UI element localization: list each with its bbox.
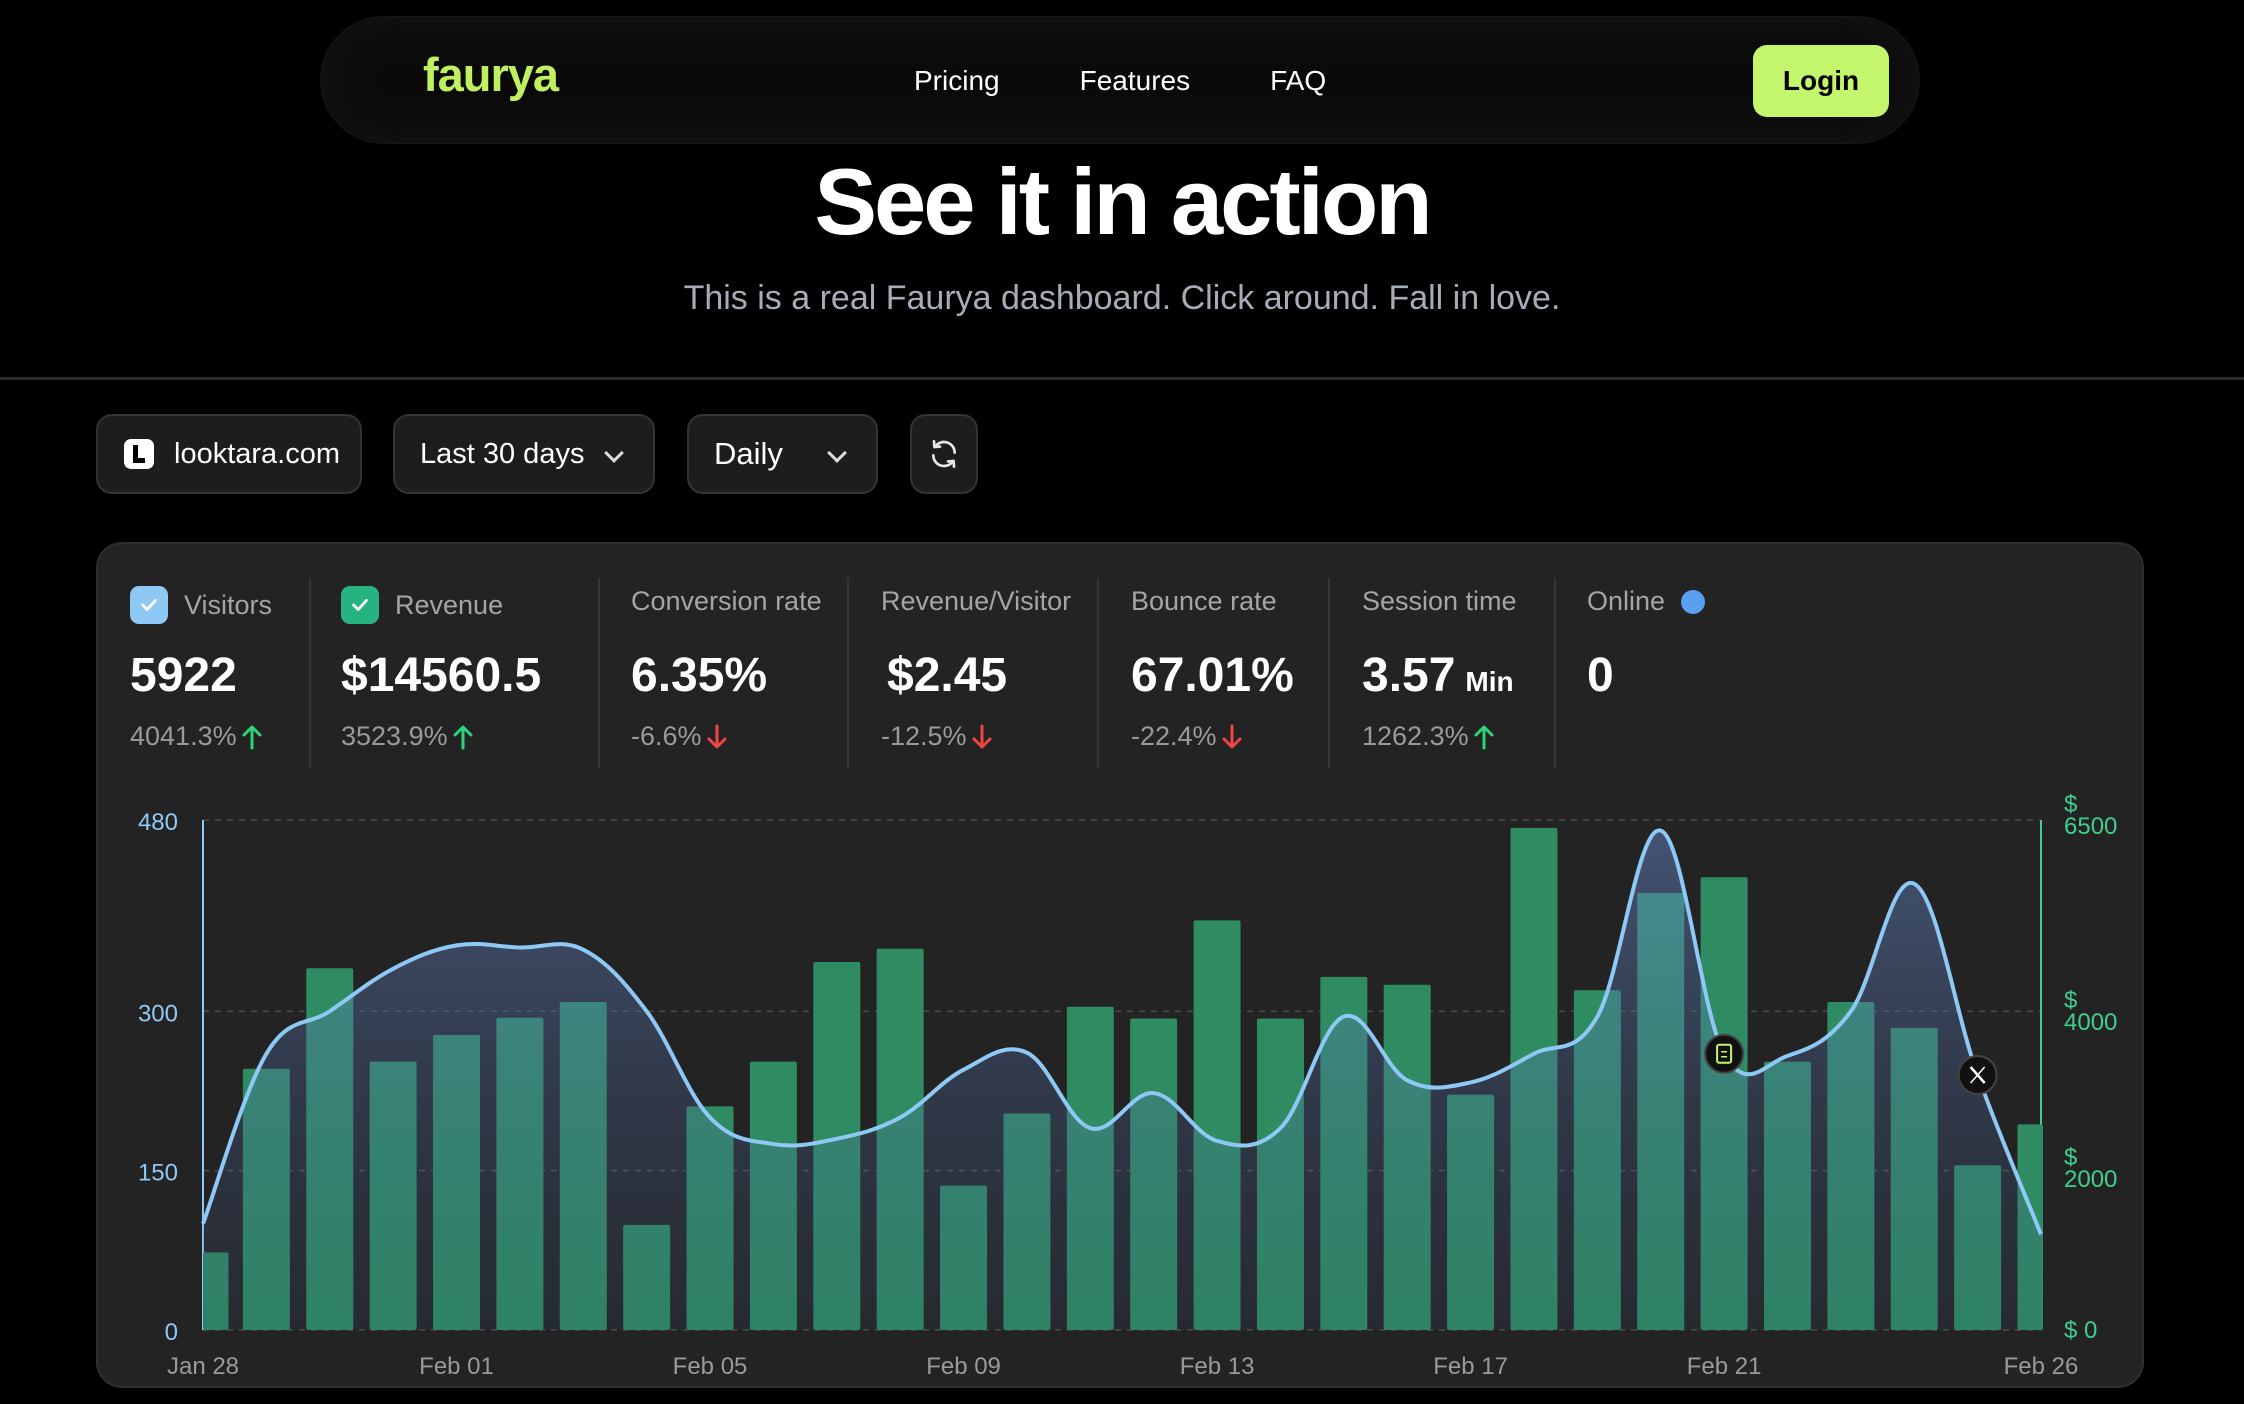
faurya-logo[interactable]: faurya: [423, 48, 559, 101]
rpv-change-value: -12.5%: [881, 721, 967, 751]
visitors-value: 5922: [130, 649, 237, 702]
section-divider: [0, 377, 2244, 380]
x-tick-label: Feb 09: [926, 1353, 1001, 1380]
granularity-dropdown[interactable]: Daily: [687, 414, 878, 494]
x-tick-label: Feb 21: [1687, 1353, 1762, 1380]
x-tick-label: Feb 13: [1180, 1353, 1255, 1380]
bounce-value: 67.01%: [1131, 649, 1294, 702]
session-label: Session time: [1362, 586, 1517, 616]
metric-bounce-rate[interactable]: Bounce rate 67.01% -22.4%: [1131, 544, 1331, 764]
x-tick-label: Jan 28: [167, 1353, 239, 1380]
date-range-value: Last 30 days: [420, 437, 585, 470]
nav-link-faq[interactable]: FAQ: [1270, 65, 1327, 96]
document-icon: [1716, 1043, 1733, 1064]
revenue-change: 3523.9%: [341, 721, 474, 752]
y-tick-left: 0: [165, 1319, 178, 1346]
metric-separator: [598, 578, 600, 768]
visitors-change: 4041.3%: [130, 721, 263, 752]
visitors-revenue-chart[interactable]: 480 300 150 0 $ 6500 $ 4000 $ 2000 $ 0 Jan 28 Feb 01…: [98, 544, 2146, 1390]
x-tick-label: Feb 17: [1433, 1353, 1508, 1380]
x-tick-label: Feb 01: [419, 1353, 494, 1380]
check-icon: [352, 599, 368, 611]
online-status-dot: [1681, 589, 1706, 614]
site-favicon-icon: [124, 439, 154, 469]
revenue-value: $14560.5: [341, 649, 542, 702]
session-value-number: 3.57: [1362, 649, 1456, 702]
revenue-label: Revenue: [395, 589, 504, 620]
date-range-dropdown[interactable]: Last 30 days: [393, 414, 655, 494]
metric-separator: [1554, 578, 1556, 768]
bounce-change-value: -22.4%: [1131, 721, 1217, 751]
visitors-checkbox[interactable]: [130, 586, 168, 624]
x-logo-icon: [1970, 1066, 1986, 1084]
arrow-up-icon: [242, 725, 262, 749]
y-tick-right: $4000: [2064, 987, 2117, 1036]
document-icon-marker: [1704, 1033, 1745, 1074]
nav-link-features[interactable]: Features: [1079, 65, 1191, 96]
chevron-down-icon: [827, 443, 847, 463]
conversion-value: 6.35%: [631, 649, 768, 702]
metric-session-time[interactable]: Session time 3.57 Min 1262.3%: [1362, 544, 1562, 764]
refresh-icon: [932, 440, 956, 468]
session-change: 1262.3%: [1362, 721, 1495, 752]
nav-links: Pricing Features FAQ: [914, 17, 1326, 145]
site-selector[interactable]: looktara.com: [96, 414, 362, 494]
revenue-checkbox[interactable]: [341, 586, 379, 624]
y-tick-right: $2000: [2064, 1144, 2117, 1193]
metric-revenue[interactable]: Revenue $14560.5 3523.9%: [341, 544, 561, 764]
rpv-value: $2.45: [887, 649, 1008, 702]
nav-link-pricing[interactable]: Pricing: [914, 65, 1000, 96]
metric-revenue-per-visitor[interactable]: Revenue/Visitor $2.45 -12.5%: [881, 544, 1081, 764]
x-tick-label: Feb 05: [673, 1353, 748, 1380]
metric-visitors[interactable]: Visitors 5922 4041.3%: [130, 544, 300, 764]
y-tick-left: 480: [138, 809, 178, 836]
visitors-change-value: 4041.3%: [130, 721, 237, 751]
online-value: 0: [1587, 649, 1614, 702]
conversion-change: -6.6%: [631, 721, 728, 752]
chevron-down-icon: [604, 443, 624, 463]
site-name: looktara.com: [174, 437, 341, 470]
metric-separator: [1097, 578, 1099, 768]
login-button[interactable]: Login: [1753, 45, 1889, 117]
y-tick-left: 300: [138, 1000, 178, 1027]
visitors-line: [201, 828, 2043, 1236]
analytics-card: Visitors 5922 4041.3% Revenue $14560.5 3…: [96, 542, 2144, 1388]
x-tick-label: Feb 26: [2004, 1353, 2079, 1380]
visitors-area: [203, 830, 2041, 1330]
conversion-change-value: -6.6%: [631, 721, 702, 751]
visitors-label: Visitors: [184, 589, 273, 620]
session-change-value: 1262.3%: [1362, 721, 1469, 751]
arrow-up-icon: [1474, 725, 1494, 749]
metric-conversion-rate[interactable]: Conversion rate 6.35% -6.6%: [631, 544, 831, 764]
hero-subtitle: This is a real Faurya dashboard. Click a…: [683, 279, 1561, 317]
conversion-label: Conversion rate: [631, 586, 822, 616]
hero-title: See it in action: [814, 149, 1432, 254]
rpv-label: Revenue/Visitor: [881, 586, 1072, 616]
granularity-value: Daily: [714, 436, 783, 471]
session-value-unit: Min: [1465, 666, 1514, 697]
bounce-label: Bounce rate: [1131, 586, 1277, 616]
y-tick-right: $ 0: [2064, 1317, 2097, 1344]
online-label: Online: [1587, 586, 1666, 616]
refresh-button[interactable]: [910, 414, 978, 494]
top-navbar: faurya Pricing Features FAQ Login: [320, 16, 1920, 144]
metric-separator: [847, 578, 849, 768]
session-value: 3.57 Min: [1362, 648, 1514, 703]
metric-separator: [309, 578, 311, 768]
arrow-down-icon: [1222, 724, 1242, 748]
y-tick-left: 150: [138, 1160, 178, 1187]
metric-online[interactable]: Online 0: [1587, 544, 1787, 764]
arrow-down-icon: [707, 724, 727, 748]
y-tick-right: $6500: [2064, 791, 2117, 840]
rpv-change: -12.5%: [881, 721, 993, 752]
revenue-change-value: 3523.9%: [341, 721, 448, 751]
bounce-change: -22.4%: [1131, 721, 1243, 752]
check-icon: [141, 599, 157, 611]
arrow-up-icon: [453, 725, 473, 749]
metric-separator: [1328, 578, 1330, 768]
arrow-down-icon: [972, 724, 992, 748]
